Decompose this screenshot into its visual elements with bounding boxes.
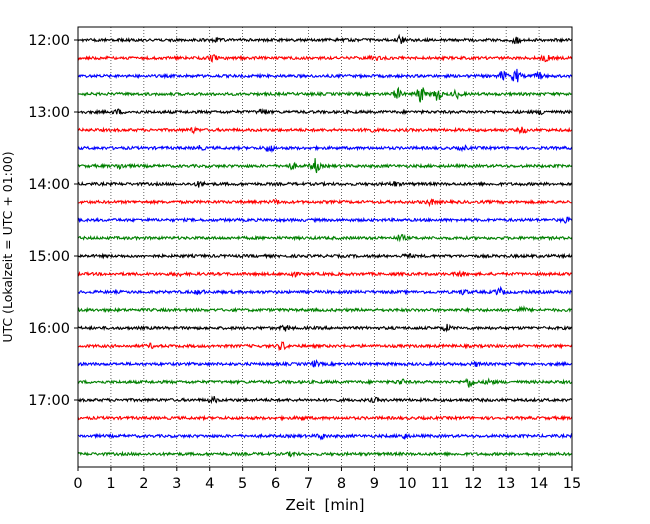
trace-line — [77, 395, 573, 405]
trace-line — [77, 450, 573, 458]
trace-line — [77, 54, 573, 63]
y-tick-label: 15:00 — [28, 249, 70, 265]
x-tick-label: 4 — [205, 476, 214, 492]
x-tick-label: 8 — [337, 476, 346, 492]
trace-line — [77, 198, 573, 208]
plot-frame — [77, 26, 573, 468]
y-axis: 12:00 13:00 14:00 15:00 16:00 17:00 — [28, 33, 78, 409]
trace-line — [77, 414, 573, 422]
trace-line — [77, 305, 573, 314]
trace-line — [77, 323, 573, 333]
y-tick-label: 12:00 — [28, 33, 70, 49]
trace-line — [77, 68, 573, 83]
trace-line — [77, 285, 573, 296]
x-tick-label: 5 — [238, 476, 247, 492]
trace-line — [77, 377, 573, 388]
x-tick-label: 9 — [370, 476, 379, 492]
x-tick-label: 3 — [172, 476, 181, 492]
x-tick-label: 15 — [563, 476, 581, 492]
x-tick-label: 14 — [530, 476, 548, 492]
x-axis-label: Zeit [min] — [285, 496, 364, 514]
trace-line — [77, 252, 573, 260]
x-tick-label: 13 — [497, 476, 515, 492]
trace-line — [77, 432, 573, 441]
trace-line — [77, 180, 573, 188]
x-tick-label: 7 — [304, 476, 313, 492]
trace-layer — [77, 33, 573, 458]
trace-line — [77, 216, 573, 224]
trace-line — [77, 269, 573, 279]
grid-layer — [110, 27, 540, 467]
trace-line — [77, 86, 573, 103]
y-tick-label: 16:00 — [28, 321, 70, 337]
trace-line — [77, 359, 573, 368]
trace-line — [77, 125, 573, 135]
trace-line — [77, 144, 573, 154]
y-tick-label: 13:00 — [28, 105, 70, 121]
x-tick-label: 2 — [139, 476, 148, 492]
trace-line — [77, 341, 573, 352]
y-tick-label: 17:00 — [28, 393, 70, 409]
x-tick-label: 6 — [271, 476, 280, 492]
y-tick-label: 14:00 — [28, 177, 70, 193]
x-tick-label: 10 — [398, 476, 416, 492]
x-axis: 0 1 2 3 4 5 6 7 8 9 10 11 12 13 14 15 — [73, 467, 581, 492]
x-tick-label: 0 — [73, 476, 82, 492]
x-tick-label: 1 — [106, 476, 115, 492]
trace-line — [77, 33, 573, 45]
trace-line — [77, 158, 573, 174]
x-tick-label: 12 — [464, 476, 482, 492]
trace-line — [77, 233, 573, 243]
trace-line — [77, 107, 573, 116]
x-tick-label: 11 — [431, 476, 449, 492]
y-axis-label: UTC (Lokalzeit = UTC + 01:00) — [0, 151, 15, 342]
